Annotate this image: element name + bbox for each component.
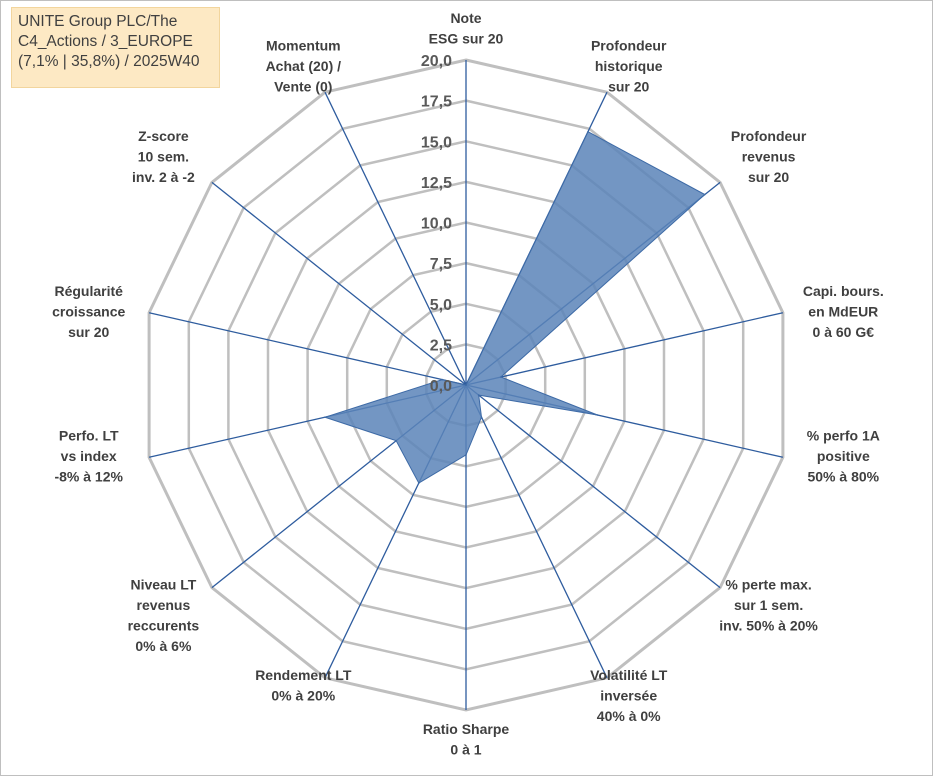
axis-spoke [465,312,784,386]
axis-label: Note ESG sur 20 [429,10,504,47]
axis-label: Perfo. LT vs index -8% à 12% [54,428,123,485]
radar-tick-labels: 0,0 2,5 5,0 7,5 10,0 12,5 15,0 17,5 20,0 [421,53,452,395]
radar-axis-labels: Note ESG sur 20 Profondeur historique sur 20… [52,10,884,758]
axis-spoke [211,181,467,386]
axis-label: Momentum Achat (20) / Vente (0) [266,38,342,95]
series-point [500,376,502,378]
series-point [441,378,444,381]
axis-label: Z-score 10 sem. inv. 2 à -2 [132,128,195,185]
series-point [477,394,480,396]
series-point [480,416,483,419]
tick-label: 15,0 [421,134,452,151]
tick-label: 7,5 [430,256,452,273]
tick-label: 17,5 [421,94,452,111]
series-point [596,414,599,416]
axis-spoke [324,91,467,386]
axis-spoke [465,384,608,679]
tick-label: 0,0 [430,378,452,395]
tick-label: 12,5 [421,175,452,192]
axis-spoke [148,312,467,386]
series-point [465,384,467,386]
series-point [395,439,397,442]
axis-label: % perte max. sur 1 sem. inv. 50% à 20% [719,577,818,634]
title-line-2: C4_Actions / 3_EUROPE [18,33,193,50]
title-line-1: UNITE Group PLC/The [18,13,178,30]
axis-label: Ratio Sharpe 0 à 1 [423,721,510,758]
tick-label: 2,5 [430,337,452,354]
axis-spoke [465,384,721,589]
tick-label: 5,0 [430,297,452,314]
axis-label: Capi. bours. en MdEUR 0 à 60 G€ [803,283,884,340]
axis-label: Rendement LT 0% à 20% [255,667,352,704]
series-point [324,416,326,419]
axis-label: Volatilité LT inversée 40% à 0% [590,667,668,724]
series-point [418,482,420,484]
tick-label: 10,0 [421,216,452,233]
series-point [704,193,706,196]
axis-label: Profondeur revenus sur 20 [731,128,807,185]
radar-series [323,130,706,484]
title-line-3: (7,1% | 35,8%) / 2025W40 [18,53,200,70]
axis-label: % perfo 1A positive 50% à 80% [807,428,880,485]
series-point [587,130,589,133]
tick-label: 20,0 [421,53,452,70]
axis-label: Niveau LT revenus reccurents 0% à 6% [128,577,200,655]
axis-label: Profondeur historique sur 20 [591,38,667,95]
title-box: UNITE Group PLC/The C4_Actions / 3_EUROP… [11,7,220,88]
axis-label: Régularité croissance sur 20 [52,283,125,340]
series-point [465,454,467,456]
